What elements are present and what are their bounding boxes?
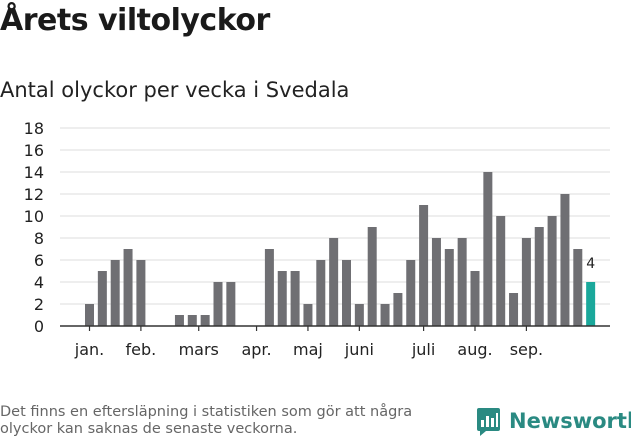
bar xyxy=(393,293,403,326)
x-tick-label: maj xyxy=(293,340,323,359)
data-labels: 4 xyxy=(586,256,595,272)
bar xyxy=(380,304,390,326)
y-tick-label: 10 xyxy=(24,207,44,226)
bar xyxy=(573,249,583,326)
y-tick-label: 8 xyxy=(34,229,44,248)
x-tick-label: juli xyxy=(411,340,435,359)
bar xyxy=(521,238,531,326)
bar xyxy=(483,172,493,326)
chart-subtitle: Antal olyckor per vecka i Svedala xyxy=(0,78,350,102)
bar-highlight xyxy=(586,282,596,326)
newsworthy-logo-text: Newsworthy xyxy=(509,409,631,433)
bar xyxy=(264,249,274,326)
y-tick-label: 14 xyxy=(24,163,44,182)
bar xyxy=(496,216,506,326)
bar xyxy=(329,238,339,326)
y-tick-label: 2 xyxy=(34,295,44,314)
bar xyxy=(85,304,94,326)
bar xyxy=(97,271,107,326)
bar xyxy=(509,293,519,326)
footnote: Det finns en eftersläpning i statistiken… xyxy=(0,404,413,437)
bar xyxy=(419,205,429,326)
y-tick-label: 4 xyxy=(34,273,44,292)
bar xyxy=(444,249,454,326)
x-tick-label: feb. xyxy=(126,340,157,359)
bar xyxy=(290,271,300,326)
bar xyxy=(277,271,287,326)
bar xyxy=(431,238,441,326)
bars xyxy=(85,172,596,326)
newsworthy-logo-icon xyxy=(477,408,500,436)
bar xyxy=(123,249,133,326)
x-tick-label: mars xyxy=(179,340,219,359)
bar xyxy=(200,315,210,326)
y-tick-label: 16 xyxy=(24,141,44,160)
bar xyxy=(560,194,570,326)
chart-title: Årets viltolyckor xyxy=(0,3,270,38)
x-tick-label: jan. xyxy=(74,340,104,359)
y-tick-label: 18 xyxy=(24,119,44,138)
bar xyxy=(406,260,416,326)
bar xyxy=(534,227,544,326)
x-tick-label: apr. xyxy=(241,340,271,359)
bar xyxy=(174,315,184,326)
bar xyxy=(470,271,480,326)
bar xyxy=(110,260,120,326)
bar xyxy=(367,227,377,326)
bar xyxy=(354,304,364,326)
bar xyxy=(136,260,146,326)
x-tick-label: juni xyxy=(344,340,374,359)
newsworthy-logo: Newsworthy xyxy=(476,407,631,441)
bar xyxy=(547,216,557,326)
y-axis-ticks: 0 2 4 6 8 10 12 14 16 18 xyxy=(24,119,44,336)
y-tick-label: 12 xyxy=(24,185,44,204)
bar xyxy=(226,282,236,326)
bar xyxy=(457,238,467,326)
y-tick-label: 0 xyxy=(34,317,44,336)
x-tick-label: sep. xyxy=(510,340,543,359)
bar xyxy=(213,282,223,326)
last-bar-label: 4 xyxy=(586,256,595,272)
bar xyxy=(316,260,326,326)
x-tick-label: aug. xyxy=(457,340,492,359)
bar xyxy=(303,304,313,326)
bar xyxy=(187,315,197,326)
grid-lines xyxy=(60,127,610,305)
bar xyxy=(342,260,351,326)
y-tick-label: 6 xyxy=(34,251,44,270)
x-axis: jan. feb. mars apr. maj juni juli aug. sep. xyxy=(60,325,610,359)
